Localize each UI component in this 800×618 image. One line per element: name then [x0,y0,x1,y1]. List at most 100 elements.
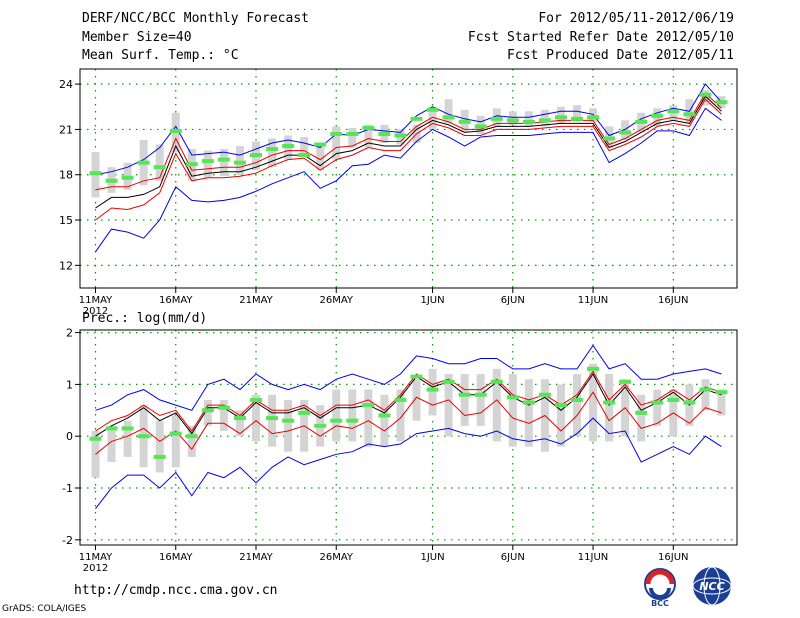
temp-median-mark [715,100,728,105]
temp-box [621,120,630,140]
prec-box [219,399,228,432]
temp-box [219,149,228,177]
prec-x-year-label: 2012 [83,563,108,574]
fcst-start-date: Fcst Started Refer Date 2012/05/10 [467,30,734,45]
temp-median-mark [346,131,359,136]
temp-median-mark [426,107,439,112]
temp-y-tick-label: 18 [59,169,73,182]
prec-median-mark [330,418,343,423]
prec-median-mark [378,413,391,418]
temp-x-tick-label: 1JUN [420,295,444,306]
temp-median-mark [282,144,295,149]
prec-box [556,384,565,447]
temp-median-mark [169,128,182,133]
temp-median-mark [250,153,262,158]
temp-median-mark [217,157,230,162]
prec-box [701,379,710,411]
temp-median-mark [105,178,118,183]
grads-credit: GrADS: COLA/IGES [2,604,87,614]
chart-title: DERF/NCC/BCC Monthly Forecast [82,11,309,26]
prec-box [203,399,212,426]
prec-plot-frame [79,329,738,546]
temp-median-mark [538,118,551,123]
prec-x-tick-label: 26MAY [319,552,353,563]
prec-box [412,379,421,421]
temp-median-mark [266,147,279,152]
prec-box [524,379,533,447]
prec-box [492,368,501,442]
prec-y-tick-label: 1 [66,378,73,391]
temp-median-mark [137,160,150,165]
prec-box [123,420,132,457]
prec-box [155,420,164,473]
prec-box [573,374,581,437]
prec-box [380,394,389,447]
prec-median-mark [474,392,487,397]
prec-x-tick-label: 11JUN [578,552,608,563]
temp-median-mark [410,116,423,121]
temp-x-tick-label: 16JUN [658,295,688,306]
temp-mean-line [95,95,722,209]
prec-x-tick-label: 21MAY [239,552,273,563]
temp-median-mark [651,113,664,118]
prec-median-mark [266,416,279,421]
temp-box [332,126,341,160]
temp-x-tick-label: 11JUN [578,295,608,306]
temp-y-tick-label: 12 [59,259,73,272]
source-url[interactable]: http://cmdp.ncc.cma.gov.cn [74,583,278,598]
prec-median-mark [121,426,134,431]
temp-box [155,144,164,181]
temp-box [316,144,325,171]
prec-upper-line [95,370,722,432]
prec-x-tick-label: 16JUN [658,552,688,563]
temp-median-mark [233,160,246,165]
temp-box [348,127,357,148]
prec-median-mark [715,390,728,395]
temp-median-mark [378,131,391,136]
temp-median-mark [89,171,102,176]
prec-box [364,389,373,447]
logos: BCC NCC [644,566,732,608]
prec-median-mark [410,374,423,379]
prec-box [653,389,662,426]
prec-median-mark [603,400,616,405]
prec-x-tick-label: 6JUN [501,552,525,563]
prec-box [589,363,598,442]
prec-median-mark [233,416,246,421]
prec-median-mark [282,418,295,423]
prec-median-mark [105,426,118,431]
prec-median-mark [394,397,407,402]
prec-box [187,425,196,457]
prec-median-mark [298,410,311,415]
prec-box [508,374,517,447]
prec-y-tick-label: 0 [66,430,73,443]
prec-max-line [95,344,722,411]
prec-box [171,415,180,468]
temp-box [268,138,277,168]
prec-median-mark [571,397,583,402]
temp-median-mark [506,118,519,123]
fcst-produced-date: Fcst Produced Date 2012/05/11 [507,48,734,63]
temp-median-mark [667,109,680,114]
temp-median-mark [571,116,583,121]
temp-min-line [95,107,722,253]
temp-plot-frame [79,68,738,289]
prec-lower-line [95,391,722,455]
temp-box [508,111,517,125]
temp-median-mark [121,175,134,180]
temp-median-mark [522,119,535,124]
prec-median-mark [651,400,664,405]
prec-median-mark [619,379,632,384]
temp-median-mark [362,125,375,130]
prec-box [637,394,646,442]
temp-median-mark [298,153,311,158]
temp-x-tick-label: 11MAY [79,295,113,306]
temp-box [203,150,212,178]
temp-median-mark [587,115,600,120]
prec-y-tick-label: -1 [62,482,73,495]
temp-median-mark [185,162,198,167]
ncc-logo-text: NCC [699,580,724,593]
prec-box [235,410,244,437]
temp-x-year-label: 2012 [83,306,108,317]
